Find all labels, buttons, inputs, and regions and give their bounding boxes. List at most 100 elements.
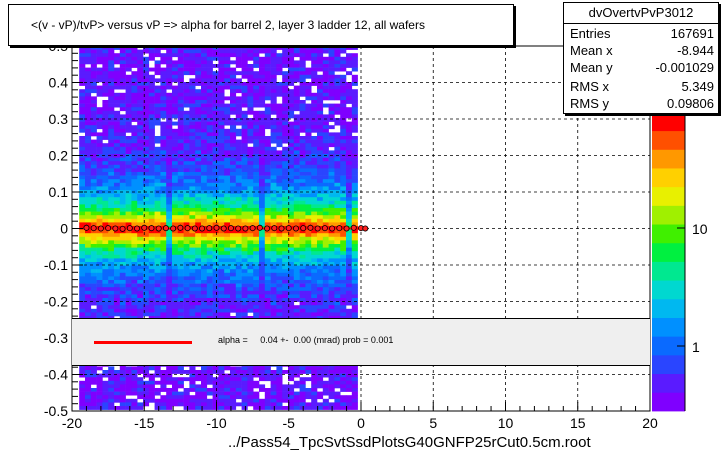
heatmap-cell: [172, 398, 179, 403]
heatmap-cell: [224, 143, 231, 148]
heatmap-cell: [206, 157, 213, 162]
heatmap-cell: [177, 298, 184, 302]
heatmap-cell: [334, 290, 341, 295]
heatmap-cell: [114, 78, 121, 83]
heatmap-cell: [166, 222, 173, 227]
heatmap-cell: [276, 161, 283, 166]
heatmap-cell: [293, 96, 300, 101]
profile-layer: [83, 224, 369, 232]
heatmap-cell: [172, 143, 179, 148]
heatmap-cell: [224, 46, 231, 50]
heatmap-cell: [154, 85, 161, 90]
heatmap-cell: [241, 218, 248, 223]
heatmap-cell: [299, 182, 306, 187]
heatmap-cell: [125, 276, 132, 281]
heatmap-cell: [148, 384, 155, 389]
heatmap-cell: [230, 182, 237, 187]
heatmap-cell: [189, 240, 196, 245]
heatmap-cell: [183, 46, 190, 50]
heatmap-cell: [96, 229, 103, 234]
heatmap-cell: [143, 121, 150, 126]
heatmap-cell: [90, 254, 97, 259]
heatmap-cell: [328, 67, 335, 72]
heatmap-cell: [189, 118, 196, 122]
heatmap-cell: [148, 175, 155, 180]
heatmap-cell: [264, 269, 271, 274]
heatmap-cell: [177, 229, 184, 234]
heatmap-cell: [299, 395, 306, 400]
heatmap-cell: [230, 92, 237, 97]
heatmap-cell: [305, 46, 312, 50]
heatmap-cell: [119, 161, 126, 166]
heatmap-cell: [189, 172, 196, 176]
heatmap-cell: [241, 215, 248, 220]
heatmap-cell: [334, 316, 341, 320]
heatmap-cell: [317, 136, 324, 140]
heatmap-cell: [235, 146, 242, 151]
heatmap-cell: [131, 118, 138, 122]
heatmap-cell: [183, 312, 190, 317]
heatmap-cell: [206, 136, 213, 140]
heatmap-cell: [346, 128, 353, 133]
heatmap-cell: [131, 406, 138, 410]
heatmap-cell: [102, 154, 109, 158]
heatmap-cell: [328, 290, 335, 295]
heatmap-cell: [230, 82, 237, 86]
heatmap-cell: [253, 164, 260, 169]
heatmap-cell: [114, 128, 121, 133]
heatmap-cell: [183, 388, 190, 392]
heatmap-cell: [346, 215, 353, 220]
heatmap-cell: [224, 236, 231, 241]
heatmap-cell: [247, 154, 254, 158]
heatmap-cell: [114, 380, 121, 385]
heatmap-cell: [334, 49, 341, 54]
heatmap-cell: [160, 146, 167, 151]
heatmap-cell: [288, 388, 295, 392]
heatmap-cell: [328, 53, 335, 58]
heatmap-cell: [334, 258, 341, 263]
heatmap-cell: [282, 204, 289, 209]
heatmap-cell: [119, 100, 126, 104]
heatmap-cell: [195, 96, 202, 101]
heatmap-cell: [119, 251, 126, 256]
heatmap-cell: [212, 89, 219, 94]
heatmap-cell: [241, 208, 248, 212]
heatmap-cell: [264, 150, 271, 155]
heatmap-cell: [230, 136, 237, 140]
heatmap-cell: [247, 197, 254, 202]
heatmap-cell: [79, 236, 86, 241]
heatmap-cell: [160, 312, 167, 317]
heatmap-cell: [183, 406, 190, 410]
heatmap-cell: [328, 301, 335, 306]
heatmap-cell: [201, 197, 208, 202]
heatmap-cell: [154, 78, 161, 83]
heatmap-cell: [259, 398, 266, 403]
heatmap-cell: [108, 280, 115, 284]
heatmap-cell: [154, 121, 161, 126]
heatmap-cell: [276, 280, 283, 284]
heatmap-cell: [96, 78, 103, 83]
heatmap-cell: [334, 215, 341, 220]
heatmap-cell: [282, 150, 289, 155]
y-tick-label: -0.4: [44, 367, 68, 383]
heatmap-cell: [259, 208, 266, 212]
heatmap-cell: [85, 85, 92, 90]
heatmap-cell: [85, 132, 92, 137]
heatmap-cell: [305, 269, 312, 274]
heatmap-cell: [305, 89, 312, 94]
heatmap-cell: [253, 395, 260, 400]
heatmap-cell: [143, 107, 150, 112]
heatmap-cell: [270, 402, 277, 407]
heatmap-cell: [346, 85, 353, 90]
heatmap-cell: [351, 215, 358, 220]
heatmap-cell: [241, 316, 248, 320]
heatmap-cell: [270, 233, 277, 238]
heatmap-cell: [96, 211, 103, 216]
heatmap-cell: [125, 208, 132, 212]
heatmap-cell: [119, 71, 126, 76]
heatmap-cell: [317, 164, 324, 169]
heatmap-cell: [189, 384, 196, 389]
heatmap-cell: [253, 143, 260, 148]
heatmap-cell: [276, 384, 283, 389]
heatmap-cell: [85, 287, 92, 292]
